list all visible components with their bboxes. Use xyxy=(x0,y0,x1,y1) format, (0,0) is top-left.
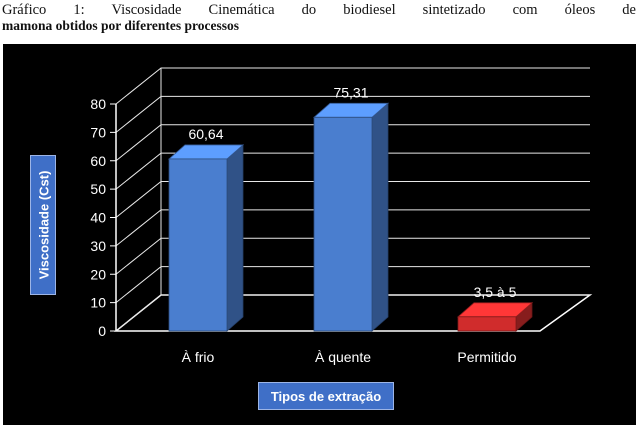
y-tick-label: 0 xyxy=(98,323,106,339)
bar xyxy=(168,158,228,332)
bar xyxy=(457,316,517,332)
x-tick-label: Permitido xyxy=(457,349,516,365)
x-axis-title: Tipos de extração xyxy=(270,388,382,404)
y-tick-label: 40 xyxy=(90,210,106,226)
y-tick-label: 60 xyxy=(90,153,106,169)
y-axis-title-box xyxy=(30,155,56,295)
x-tick-label: À quente xyxy=(315,349,371,365)
figure-caption: Gráfico 1: Viscosidade Cinemática do bio… xyxy=(2,2,636,34)
bar-side xyxy=(226,144,244,332)
y-tick-label: 30 xyxy=(90,238,106,254)
y-axis-title: Viscosidade (Cst) xyxy=(36,170,52,280)
bar-side xyxy=(371,102,389,332)
y-tick-label: 50 xyxy=(90,181,106,197)
caption-line-2: mamona obtidos por diferentes processos xyxy=(2,18,240,33)
y-tick-label: 10 xyxy=(90,295,106,311)
bar xyxy=(313,116,373,332)
y-tick-label: 70 xyxy=(90,124,106,140)
x-tick-label: À frio xyxy=(182,349,215,365)
y-tick-label: 80 xyxy=(90,96,106,112)
x-axis-title-box: Tipos de extração xyxy=(258,382,394,410)
data-label: 60,64 xyxy=(188,126,223,142)
data-label: 75,31 xyxy=(333,84,368,100)
data-label: 3,5 à 5 xyxy=(474,284,517,300)
caption-line-1: Gráfico 1: Viscosidade Cinemática do bio… xyxy=(2,2,636,18)
y-tick-label: 20 xyxy=(90,266,106,282)
